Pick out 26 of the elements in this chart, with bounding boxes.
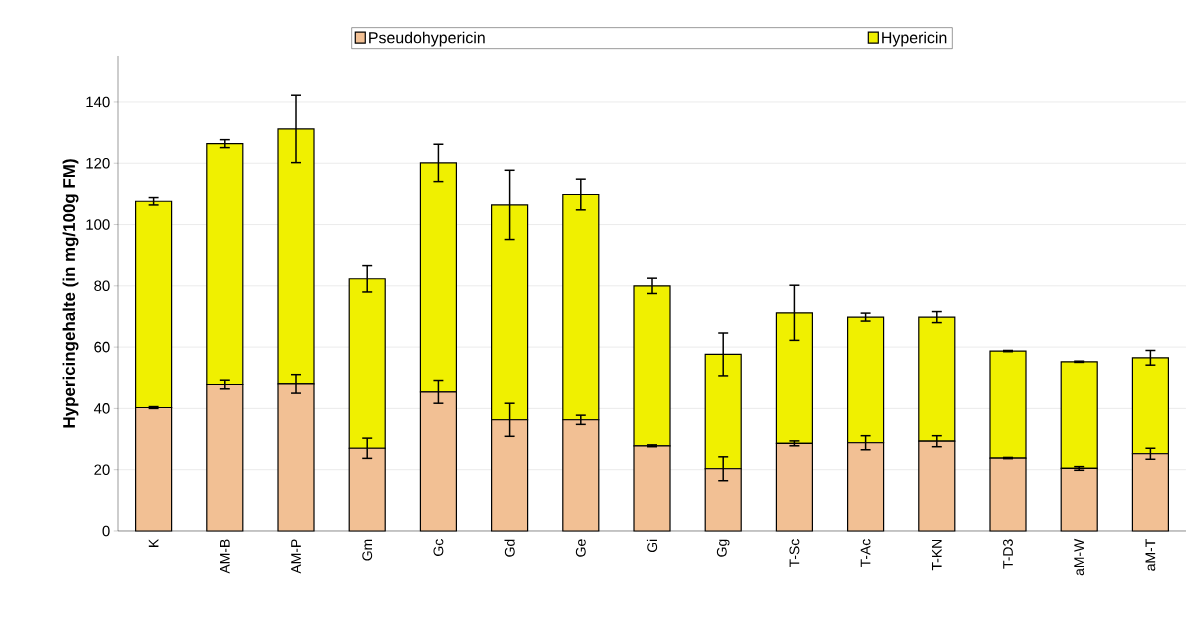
x-tick-label: aM-T bbox=[1145, 539, 1156, 571]
x-tick-label: Gm bbox=[362, 539, 373, 561]
x-tick-label: aM-W bbox=[1074, 538, 1085, 576]
x-tick-label: Gg bbox=[716, 539, 730, 557]
y-tick-label: 0 bbox=[102, 525, 110, 537]
x-tick-label: T-KN bbox=[932, 539, 942, 571]
y-tick-label: 120 bbox=[86, 157, 110, 169]
x-tick-label: AM-P bbox=[291, 539, 301, 574]
legend-label: Hypericin bbox=[882, 31, 947, 47]
y-tick-label: 140 bbox=[86, 96, 110, 108]
x-tick-label: T-Sc bbox=[789, 539, 800, 568]
x-tick-label: Gc bbox=[433, 539, 444, 556]
y-axis-title: Hypericingehalte (in mg/100g FM) bbox=[62, 159, 79, 428]
x-tick-label: AM-B bbox=[220, 539, 230, 574]
y-tick-label: 20 bbox=[94, 464, 110, 475]
y-tick-label: 80 bbox=[94, 280, 110, 292]
y-tick-label: 60 bbox=[94, 341, 110, 353]
x-tick-label: T-D3 bbox=[1003, 539, 1013, 569]
y-tick-label: 40 bbox=[93, 403, 110, 414]
legend-label: Pseudohypericin bbox=[369, 31, 485, 47]
x-tick-label: T-Ac bbox=[860, 539, 871, 568]
x-tick-label: Gi bbox=[646, 539, 658, 552]
x-tick-label: Gd bbox=[504, 539, 515, 557]
x-tick-label: K bbox=[148, 538, 159, 547]
y-tick-label: 100 bbox=[86, 219, 110, 230]
x-tick-label: Ge bbox=[575, 539, 586, 557]
